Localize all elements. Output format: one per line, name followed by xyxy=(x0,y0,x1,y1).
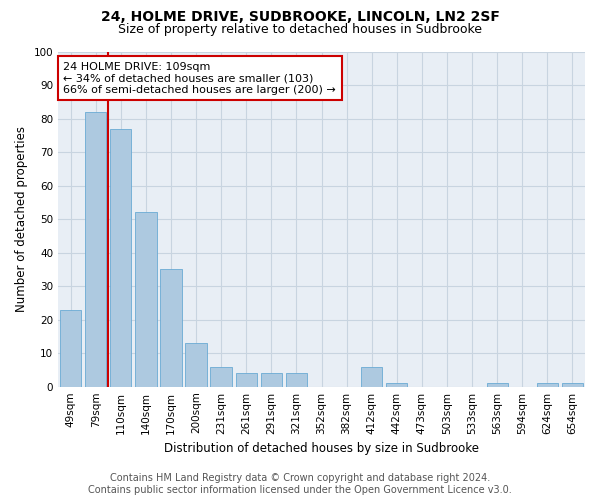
Y-axis label: Number of detached properties: Number of detached properties xyxy=(15,126,28,312)
Bar xyxy=(135,212,157,386)
Bar xyxy=(487,384,508,386)
Text: 24, HOLME DRIVE, SUDBROOKE, LINCOLN, LN2 2SF: 24, HOLME DRIVE, SUDBROOKE, LINCOLN, LN2… xyxy=(101,10,499,24)
Bar xyxy=(160,270,182,386)
Text: 24 HOLME DRIVE: 109sqm
← 34% of detached houses are smaller (103)
66% of semi-de: 24 HOLME DRIVE: 109sqm ← 34% of detached… xyxy=(64,62,336,95)
Bar xyxy=(286,374,307,386)
Bar xyxy=(60,310,81,386)
Bar xyxy=(562,384,583,386)
X-axis label: Distribution of detached houses by size in Sudbrooke: Distribution of detached houses by size … xyxy=(164,442,479,455)
Bar xyxy=(361,366,382,386)
Bar xyxy=(110,128,131,386)
Bar xyxy=(260,374,282,386)
Bar xyxy=(185,343,207,386)
Bar xyxy=(85,112,106,386)
Bar xyxy=(236,374,257,386)
Bar xyxy=(386,384,407,386)
Bar xyxy=(211,366,232,386)
Text: Size of property relative to detached houses in Sudbrooke: Size of property relative to detached ho… xyxy=(118,22,482,36)
Text: Contains HM Land Registry data © Crown copyright and database right 2024.
Contai: Contains HM Land Registry data © Crown c… xyxy=(88,474,512,495)
Bar xyxy=(536,384,558,386)
